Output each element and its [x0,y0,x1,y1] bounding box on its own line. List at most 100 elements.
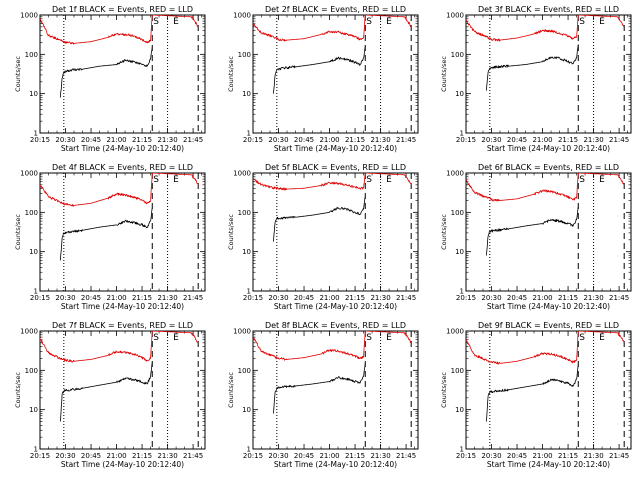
x-tick-label: 21:45 [396,452,416,460]
start-marker-label: S [579,333,585,343]
y-tick-label: 1 [460,288,464,296]
y-tick-label: 100 [451,51,464,59]
x-tick-label: 20:45 [507,136,527,144]
panel-det-2: Det 2f BLACK = Events, RED = LLD 1 10 100 10… [227,5,419,153]
panel-title: Det 2f BLACK = Events, RED = LLD [265,5,406,14]
x-tick-label: 21:45 [396,136,416,144]
panel-title: Det 3f BLACK = Events, RED = LLD [478,5,619,14]
panel-det-3: Det 3f BLACK = Events, RED = LLD 1 10 100 10… [440,5,632,153]
plot-frame [39,330,206,450]
x-tick-label: 21:30 [370,294,390,302]
y-axis-label: Counts/sec [14,372,22,408]
x-tick-label: 20:30 [268,294,288,302]
panel-det-6: Det 6f BLACK = Events, RED = LLD 1 10 100 10… [440,163,632,311]
x-tick-label: 20:45 [507,294,527,302]
series-black [60,362,153,422]
y-tick-label: 10 [455,406,464,414]
series-red [253,15,412,42]
series-red [253,173,412,191]
series-black [273,46,366,94]
x-axis-label: Start Time (24-May-10 20:12:40) [487,460,610,469]
x-tick-label: 21:45 [609,294,629,302]
series-red [466,173,625,202]
end-marker-label: E [173,175,179,185]
x-tick-label: 21:15 [132,294,152,302]
y-tick-label: 10 [455,248,464,256]
x-tick-label: 21:30 [157,136,177,144]
x-tick-label: 21:15 [345,136,365,144]
series-red [466,331,625,365]
y-axis-label: Counts/sec [440,214,448,250]
x-tick-label: 21:45 [396,294,416,302]
y-tick-label: 100 [25,51,38,59]
y-tick-label: 1000 [446,12,464,20]
x-tick-label: 21:00 [106,294,126,302]
y-tick-label: 100 [238,51,251,59]
y-tick-label: 100 [238,209,251,217]
end-marker-label: E [173,17,179,27]
x-tick-label: 20:30 [55,136,75,144]
x-tick-label: 20:15 [30,452,50,460]
x-tick-label: 21:30 [157,452,177,460]
x-tick-label: 21:15 [345,294,365,302]
series-black [486,206,579,256]
x-tick-label: 21:00 [319,452,339,460]
panel-det-8: Det 8f BLACK = Events, RED = LLD 1 10 100 10… [227,321,419,469]
y-tick-label: 1000 [20,12,38,20]
x-axis-label: Start Time (24-May-10 20:12:40) [274,302,397,311]
x-tick-label: 21:45 [609,452,629,460]
plot-frame [252,330,419,450]
series-black [486,44,579,91]
y-axis-label: Counts/sec [440,372,448,408]
x-tick-label: 20:45 [507,452,527,460]
y-tick-label: 10 [242,406,251,414]
start-marker-label: S [366,333,372,343]
x-axis-label: Start Time (24-May-10 20:12:40) [487,302,610,311]
y-tick-label: 1 [34,446,38,454]
x-axis-label: Start Time (24-May-10 20:12:40) [61,460,184,469]
x-tick-label: 20:15 [243,452,263,460]
panel-title: Det 8f BLACK = Events, RED = LLD [265,321,406,330]
end-marker-label: E [599,17,605,27]
x-axis-label: Start Time (24-May-10 20:12:40) [61,302,184,311]
y-tick-label: 1 [34,288,38,296]
y-tick-label: 10 [29,90,38,98]
x-tick-label: 20:45 [294,136,314,144]
y-tick-label: 100 [25,367,38,375]
series-red [40,173,199,207]
x-tick-label: 21:30 [370,452,390,460]
y-tick-label: 10 [29,248,38,256]
plot-frame [39,14,206,134]
x-tick-label: 21:45 [183,452,203,460]
end-marker-label: E [599,333,605,343]
panel-title: Det 7f BLACK = Events, RED = LLD [52,321,193,330]
panel-title: Det 1f BLACK = Events, RED = LLD [52,5,193,14]
x-axis-label: Start Time (24-May-10 20:12:40) [61,144,184,153]
y-tick-label: 100 [451,367,464,375]
series-red [40,331,199,363]
panel-title: Det 5f BLACK = Events, RED = LLD [265,163,406,172]
start-marker-label: S [579,17,585,27]
y-axis-label: Counts/sec [440,56,448,92]
y-tick-label: 1000 [446,170,464,178]
x-tick-label: 20:15 [456,294,476,302]
x-tick-label: 20:15 [456,452,476,460]
y-tick-label: 1 [247,446,251,454]
series-black [60,47,153,98]
x-tick-label: 20:30 [268,452,288,460]
x-tick-label: 20:30 [481,136,501,144]
panel-det-7: Det 7f BLACK = Events, RED = LLD 1 10 100 10… [14,321,206,469]
x-tick-label: 21:00 [106,452,126,460]
x-tick-label: 20:15 [243,294,263,302]
start-marker-label: S [366,17,372,27]
y-axis-label: Counts/sec [227,56,235,92]
y-tick-label: 1 [460,130,464,138]
x-tick-label: 21:15 [132,136,152,144]
x-tick-label: 20:15 [30,294,50,302]
plot-frame [252,172,419,292]
end-marker-label: E [386,17,392,27]
panel-title: Det 4f BLACK = Events, RED = LLD [52,163,193,172]
x-tick-label: 20:15 [30,136,50,144]
